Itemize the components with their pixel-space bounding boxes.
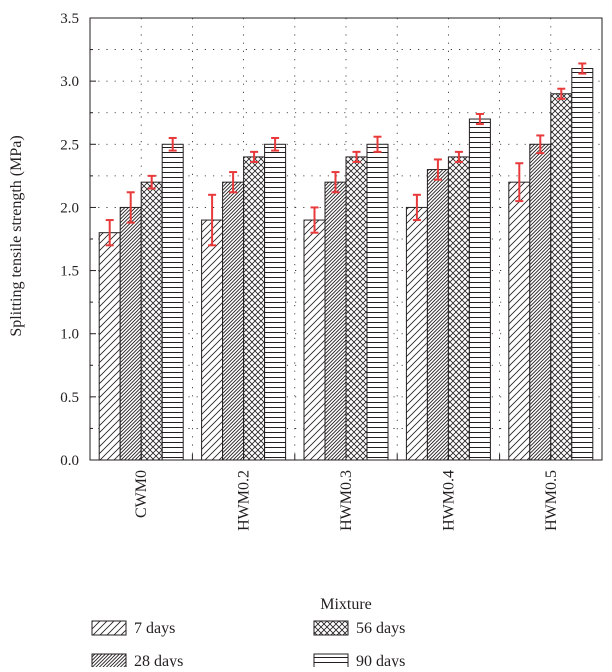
bar-90-days-HWM0.2 <box>264 143 287 461</box>
bar-7-days-HWM0.3 <box>303 219 326 461</box>
legend-label: 7 days <box>134 620 175 637</box>
error-bar <box>433 158 442 181</box>
legend-swatch <box>91 620 127 636</box>
legend-label: 90 days <box>356 653 405 667</box>
error-bar <box>352 150 361 163</box>
bar-28-days-HWM0.2 <box>222 181 245 461</box>
axes: 0.0 0.5 1.0 1.5 2.0 2.5 3.0 3.5 CWM0 HWM0.2 HWM0.3… <box>60 11 560 531</box>
x-tick-label: HWM0.5 <box>543 470 560 531</box>
bar-56-days-HWM0.4 <box>447 156 470 461</box>
error-bar <box>105 219 114 247</box>
y-tick-label: 0.5 <box>60 390 79 406</box>
error-bar <box>536 134 545 155</box>
error-bar <box>454 150 463 163</box>
legend: 7 days 28 days 56 days 90 days <box>91 620 405 670</box>
error-bar <box>557 87 566 100</box>
x-tick-label: HWM0.2 <box>236 470 253 531</box>
bar-7-days-HWM0.5 <box>508 181 531 461</box>
error-bar <box>331 171 340 194</box>
y-tick-label: 1.0 <box>60 327 79 343</box>
error-bar <box>373 135 382 153</box>
legend-item: 56 days <box>313 620 405 637</box>
legend-swatch <box>313 620 349 636</box>
y-tick-label: 2.5 <box>60 137 79 153</box>
bar-90-days-HWM0.5 <box>571 68 594 461</box>
y-axis-label: Splitting tensile strength (MPa) <box>8 135 25 336</box>
error-bar <box>250 150 259 163</box>
bar-28-days-HWM0.3 <box>324 181 347 461</box>
bar-7-days-HWM0.4 <box>405 206 428 461</box>
bars <box>98 68 594 461</box>
y-tick-label: 3.0 <box>60 74 79 90</box>
bar-56-days-HWM0.3 <box>345 156 368 461</box>
bar-56-days-HWM0.2 <box>243 156 266 461</box>
error-bar <box>168 136 177 152</box>
legend-swatch <box>313 653 349 669</box>
error-bar <box>229 171 238 194</box>
legend-item: 28 days <box>91 653 183 670</box>
y-tick-label: 0.0 <box>60 453 79 469</box>
error-bar <box>578 62 587 75</box>
error-bar <box>126 191 135 224</box>
bar-7-days-HWM0.2 <box>201 219 224 461</box>
bar-90-days-CWM0 <box>161 143 184 461</box>
bar-90-days-HWM0.3 <box>366 143 389 461</box>
bar-7-days-CWM0 <box>98 232 121 461</box>
error-bar <box>412 193 421 222</box>
y-tick-label: 1.5 <box>60 264 79 280</box>
error-bar <box>515 162 524 203</box>
legend-label: 56 days <box>356 620 405 637</box>
x-tick-label: CWM0 <box>133 470 150 518</box>
error-bar <box>271 136 280 152</box>
error-bars <box>105 62 587 247</box>
legend-swatch <box>91 653 127 669</box>
error-bar <box>475 112 484 126</box>
bar-28-days-CWM0 <box>119 206 142 461</box>
bar-56-days-HWM0.5 <box>550 93 573 461</box>
bar-28-days-HWM0.5 <box>529 143 552 461</box>
x-tick-label: HWM0.4 <box>440 470 457 531</box>
x-axis-label: Mixture <box>320 596 372 613</box>
bar-28-days-HWM0.4 <box>426 169 449 461</box>
error-bar <box>208 193 217 247</box>
legend-item: 90 days <box>313 653 405 670</box>
error-bar <box>147 174 156 190</box>
bar-90-days-HWM0.4 <box>468 118 491 461</box>
y-tick-label: 3.5 <box>60 11 79 27</box>
legend-item: 7 days <box>91 620 175 637</box>
x-tick-label: HWM0.3 <box>338 470 355 531</box>
error-bar <box>310 206 319 234</box>
bar-56-days-CWM0 <box>140 181 163 461</box>
legend-label: 28 days <box>134 653 183 667</box>
y-tick-label: 2.0 <box>60 200 79 216</box>
